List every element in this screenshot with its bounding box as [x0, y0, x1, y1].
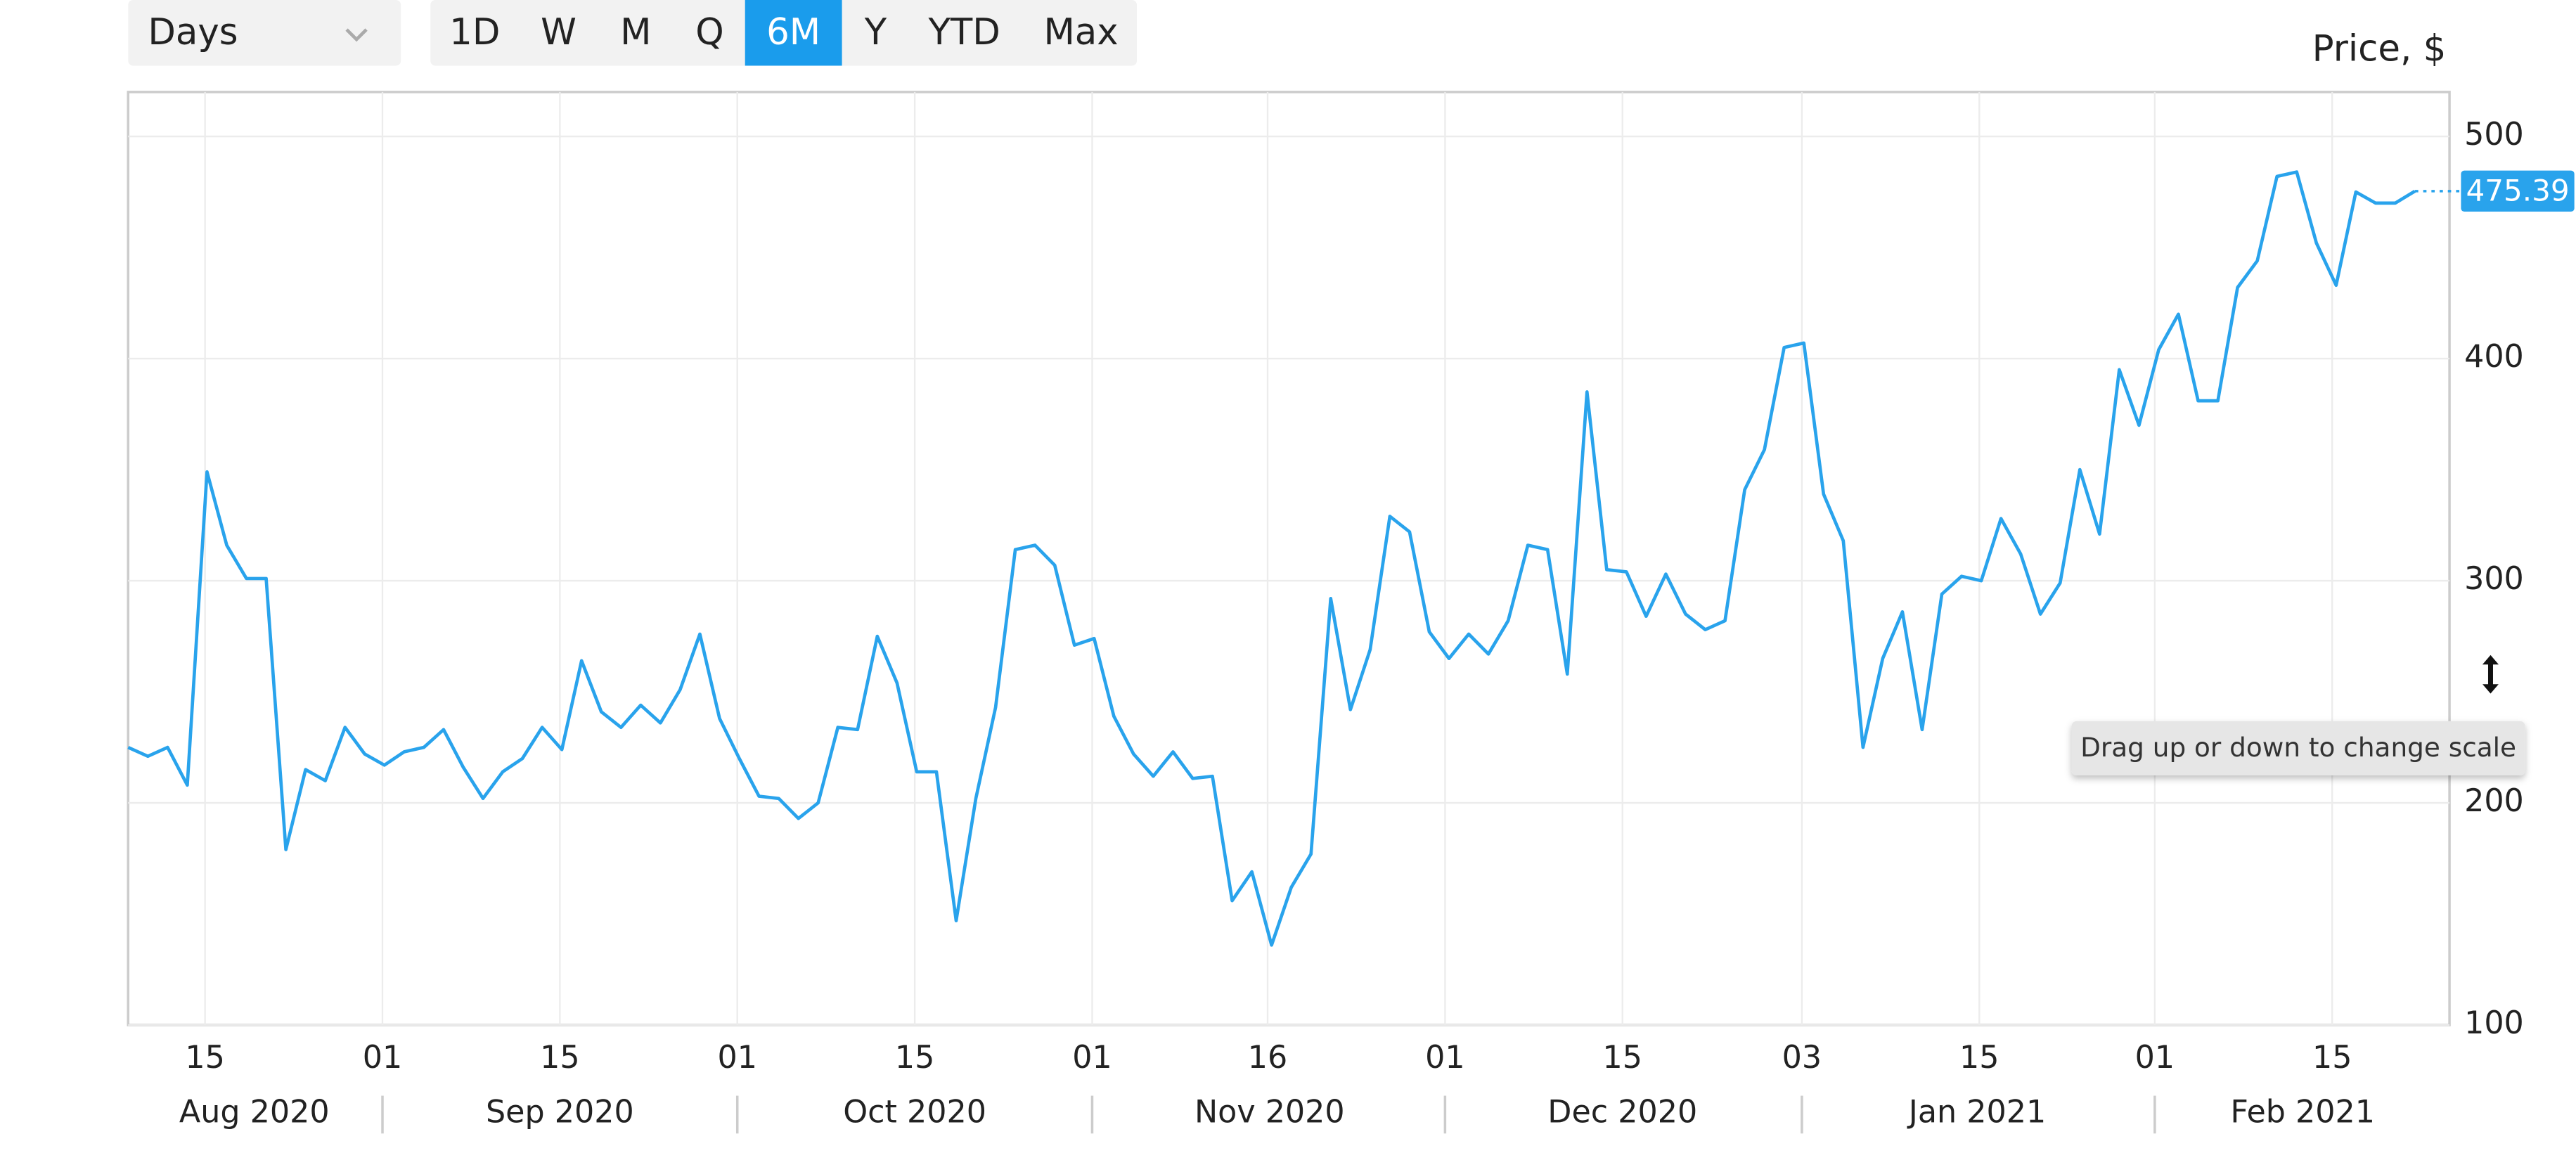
- x-tick-label: 15: [1959, 1040, 1999, 1076]
- x-tick-label: 16: [1248, 1040, 1287, 1076]
- x-tick-label: 15: [895, 1040, 934, 1076]
- month-label: Oct 2020: [843, 1094, 986, 1130]
- range-button-label: Max: [1043, 11, 1118, 53]
- range-button-label: Q: [695, 11, 723, 53]
- x-tick-label: 03: [1782, 1040, 1822, 1076]
- price-line: [127, 170, 2416, 947]
- range-button-label: YTD: [927, 11, 1000, 53]
- x-tick-label: 15: [1603, 1040, 1642, 1076]
- range-button-label: 1D: [449, 11, 500, 53]
- dropdown-label: Days: [148, 11, 238, 53]
- plot-frame: [127, 91, 2451, 1026]
- range-button-label: 6M: [766, 11, 820, 53]
- month-label: Aug 2020: [179, 1094, 330, 1130]
- month-label: Nov 2020: [1194, 1094, 1345, 1130]
- month-label: Sep 2020: [486, 1094, 634, 1130]
- dropdown-chevron: [345, 28, 368, 42]
- x-tick-label: 15: [540, 1040, 579, 1076]
- y-tick-label: 500: [2464, 117, 2524, 153]
- x-tick-label: 01: [1425, 1040, 1464, 1076]
- x-tick-label: 15: [2312, 1040, 2352, 1076]
- range-button-label: M: [620, 11, 651, 53]
- x-tick-label: 01: [2135, 1040, 2175, 1076]
- tooltip-text: Drag up or down to change scale: [2080, 732, 2516, 763]
- y-tick-label: 400: [2464, 339, 2524, 375]
- tooltip: [2071, 721, 2525, 775]
- y-tick-label: 200: [2464, 783, 2524, 819]
- x-tick-label: 01: [717, 1040, 756, 1076]
- y-tick-label: 100: [2464, 1005, 2524, 1041]
- x-tick-label: 01: [363, 1040, 402, 1076]
- y-axis-label: Price, $: [2312, 27, 2447, 70]
- month-label: Dec 2020: [1547, 1094, 1697, 1130]
- dropdown[interactable]: [128, 0, 401, 66]
- range-button-label: W: [541, 11, 577, 53]
- y-tick-label: 300: [2464, 561, 2524, 597]
- last-price-badge: [2461, 170, 2575, 212]
- x-tick-label: 01: [1072, 1040, 1112, 1076]
- range-button[interactable]: [745, 0, 842, 66]
- month-label: Jan 2021: [1907, 1094, 2046, 1130]
- x-tick-label: 15: [185, 1040, 224, 1076]
- last-price-label: 475.39: [2466, 174, 2569, 208]
- resize-cursor: [2478, 652, 2503, 697]
- range-button-label: Y: [864, 11, 887, 53]
- month-label: Feb 2021: [2230, 1094, 2375, 1130]
